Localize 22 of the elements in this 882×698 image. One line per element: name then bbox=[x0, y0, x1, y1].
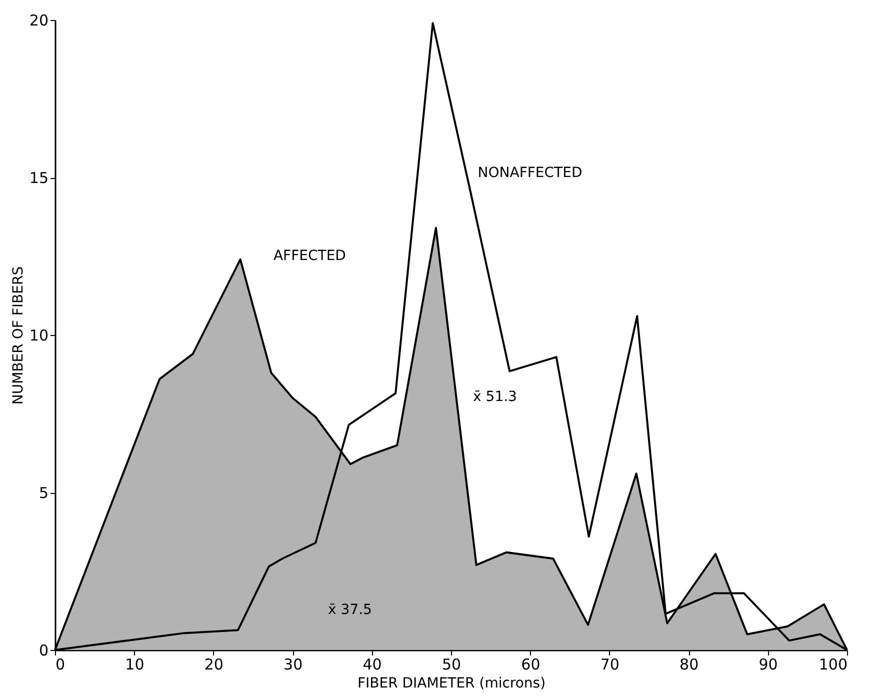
x-tick-label: 0 bbox=[56, 656, 66, 674]
x-tick-label: 20 bbox=[204, 656, 224, 674]
annotation: x̄ 37.5 bbox=[328, 602, 372, 618]
x-tick-label: 10 bbox=[125, 656, 144, 674]
x-tick-label: 70 bbox=[600, 656, 620, 674]
x-tick-label: 30 bbox=[284, 656, 303, 674]
x-tick-label: 90 bbox=[758, 656, 778, 674]
y-tick-label: 20 bbox=[29, 12, 48, 30]
y-tick-label: 0 bbox=[38, 642, 48, 660]
x-tick-label: 60 bbox=[521, 656, 540, 674]
series-label: NONAFFECTED bbox=[478, 165, 582, 182]
x-axis-title: FIBER DIAMETER (microns) bbox=[357, 676, 546, 692]
annotation: x̄ 51.3 bbox=[473, 389, 517, 405]
y-tick-label: 15 bbox=[29, 169, 48, 187]
text: AFFECTED bbox=[273, 248, 346, 264]
x-tick-label: 50 bbox=[442, 656, 462, 674]
x-tick-label: 80 bbox=[680, 656, 699, 674]
y-axis-title: NUMBER OF FIBERS bbox=[10, 266, 26, 405]
x-tick-label: 40 bbox=[362, 656, 382, 674]
y-tick-label: 10 bbox=[29, 326, 48, 344]
x-tick-label: 100 bbox=[818, 656, 848, 674]
y-tick-label: 5 bbox=[38, 484, 48, 502]
